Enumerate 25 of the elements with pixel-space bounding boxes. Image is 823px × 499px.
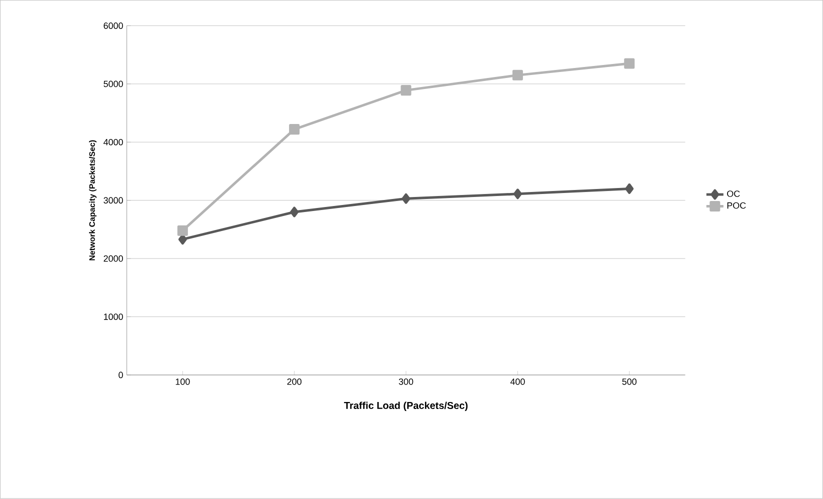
legend-label: POC	[727, 202, 746, 209]
point	[290, 206, 299, 218]
point	[289, 124, 300, 135]
x-axis-title: Traffic Load (Packets/Sec)	[344, 402, 468, 412]
point	[402, 193, 410, 204]
point	[178, 234, 187, 245]
y-tick-label: 5000	[104, 80, 123, 88]
x-tick-label: 500	[622, 378, 637, 385]
legend-label: OC	[727, 190, 740, 198]
point	[512, 70, 523, 81]
y-tick-label: 4000	[104, 139, 123, 146]
x-tick-label: 400	[510, 378, 525, 385]
point	[625, 184, 634, 194]
point	[624, 58, 635, 69]
y-tick-label: 0	[118, 372, 123, 378]
x-tick-label: 200	[287, 378, 302, 385]
x-tick-label: 300	[398, 378, 414, 385]
x-tick-label: 100	[176, 378, 190, 385]
y-tick-label: 1000	[104, 314, 123, 320]
y-tick-label: 6000	[104, 22, 123, 30]
point	[400, 85, 412, 96]
point	[177, 225, 188, 236]
point	[513, 188, 522, 200]
y-tick-label: 3000	[104, 197, 123, 204]
y-tick-label: 2000	[104, 255, 123, 262]
